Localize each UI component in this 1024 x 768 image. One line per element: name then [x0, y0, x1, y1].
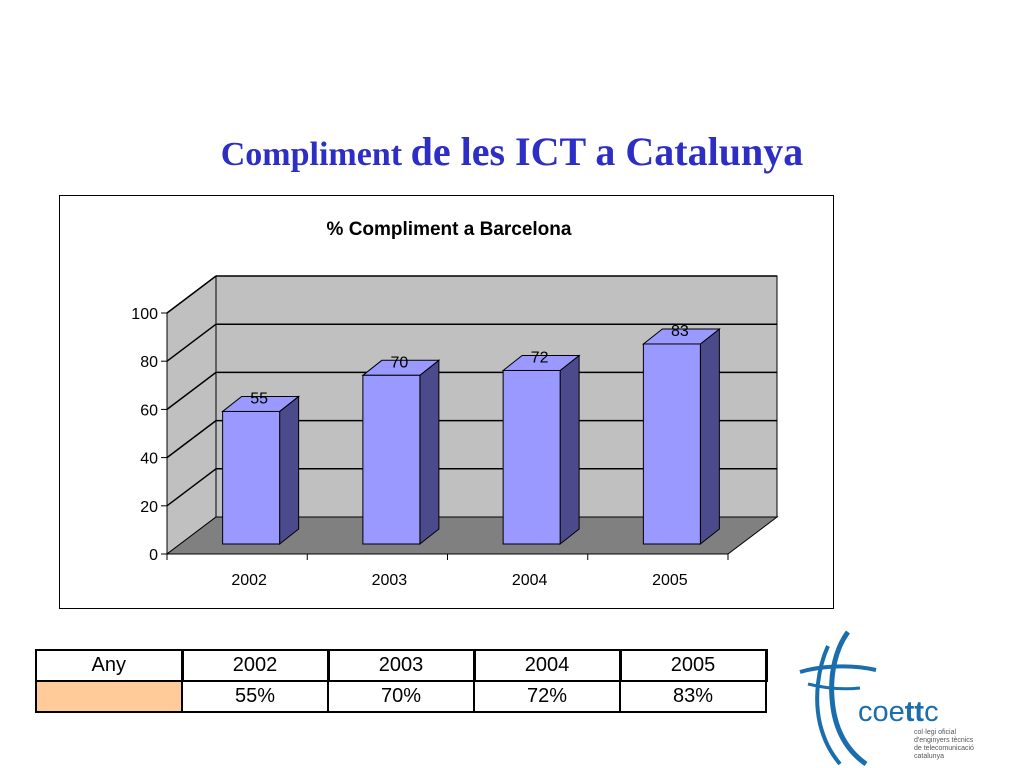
bar-chart: % Compliment a Barcelona 0 20 40 60 80 100 55 2…: [131, 219, 779, 589]
logo-tagline-line: d'enginyers tècnics: [914, 737, 974, 744]
logo-tagline-line: catalunya: [914, 753, 944, 760]
table-header-year: 2003: [327, 649, 476, 682]
data-label: 70: [390, 354, 408, 371]
y-tick-label: 80: [140, 354, 158, 371]
table-header-year: 2004: [473, 649, 622, 682]
table-color-swatch: [35, 680, 183, 713]
gridline: [166, 275, 217, 314]
slide-title-part1: Compliment: [220, 136, 411, 173]
bar-side: [699, 327, 720, 546]
x-tick-label: 2005: [652, 572, 688, 589]
bar: [642, 343, 701, 545]
data-label: 55: [250, 390, 268, 407]
y-tick-label: 100: [131, 306, 158, 323]
x-tick-label: 2002: [231, 572, 267, 589]
coettc-emblem-icon: [799, 630, 877, 767]
bar: [502, 369, 561, 545]
table-cell-percent: 83%: [619, 680, 767, 713]
logo-tagline-line: de telecomunicació: [914, 745, 974, 752]
gridline: [166, 371, 217, 410]
table-row: 55% 70% 72% 83%: [35, 680, 767, 713]
slide-title-part2: de les ICT a Catalunya: [410, 129, 804, 174]
table-header-year: 2002: [181, 649, 330, 682]
chart-frame: % Compliment a Barcelona 0 20 40 60 80 100 55 2…: [59, 195, 834, 609]
gridline: [166, 323, 217, 362]
data-label: 83: [671, 323, 689, 340]
chart-title: % Compliment a Barcelona: [327, 219, 572, 240]
data-table: Any 2002 2003 2004 2005 55% 70% 72% 83%: [35, 649, 768, 713]
table-header-row: Any 2002 2003 2004 2005: [35, 649, 768, 682]
x-tick-label: 2004: [512, 572, 548, 589]
logo-wordmark: coettc: [858, 696, 939, 728]
coettc-logo: coettc col·legi oficial d'enginyers tècn…: [790, 628, 1024, 768]
bar: [362, 374, 421, 545]
slide-title: Compliment de les ICT a Catalunya: [0, 128, 1024, 175]
bar: [222, 410, 281, 545]
bar-side: [279, 395, 300, 546]
x-tick-label: 2003: [372, 572, 408, 589]
table-header-year: 2005: [619, 649, 768, 682]
table-header-any: Any: [35, 649, 184, 682]
y-tick-label: 20: [140, 499, 158, 516]
y-tick-label: 60: [140, 402, 158, 419]
bar-side: [559, 354, 580, 546]
table-cell-percent: 55%: [181, 680, 329, 713]
table-cell-percent: 72%: [473, 680, 621, 713]
y-tick-label: 0: [149, 547, 158, 564]
chart-side-wall: [166, 274, 217, 556]
logo-tagline-line: col·legi oficial: [914, 729, 957, 736]
bar-side: [419, 359, 440, 546]
gridline: [166, 420, 217, 459]
data-label: 72: [531, 349, 549, 366]
gridline: [166, 468, 217, 507]
y-tick-label: 40: [140, 451, 158, 468]
table-cell-percent: 70%: [327, 680, 475, 713]
